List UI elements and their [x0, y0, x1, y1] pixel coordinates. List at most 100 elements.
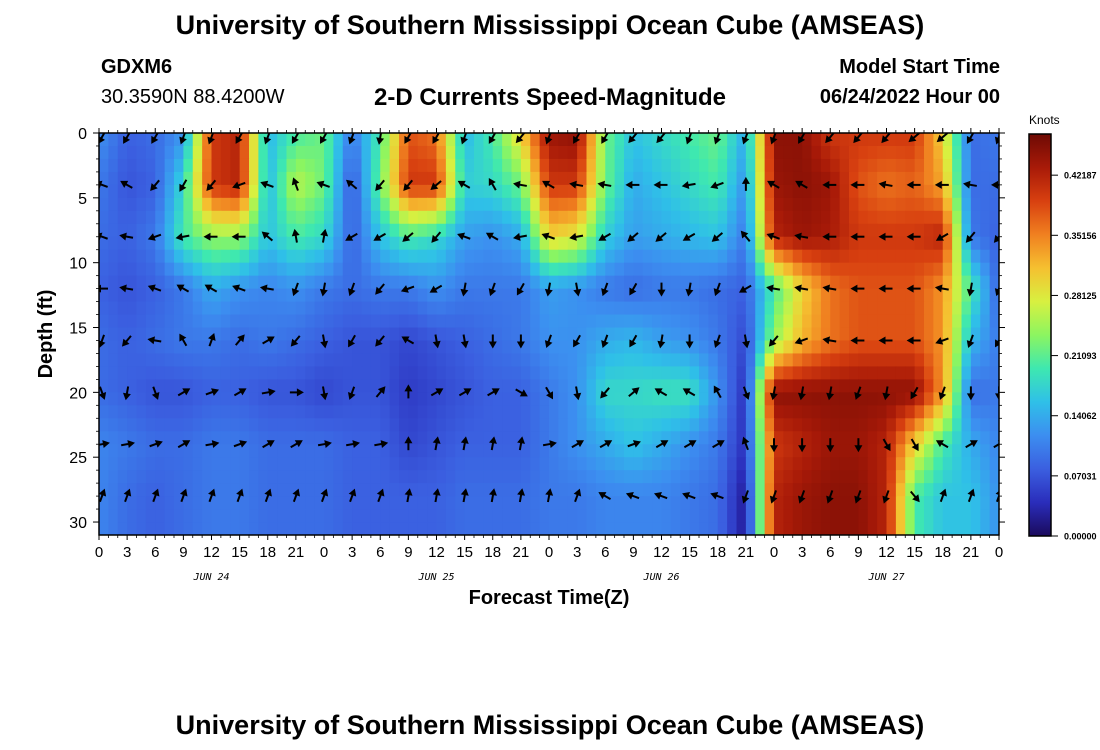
heatmap-cell [830, 275, 841, 290]
heatmap-cell [933, 327, 944, 342]
heatmap-cell [839, 249, 850, 264]
heatmap-cell [924, 353, 934, 368]
heatmap-cell [811, 145, 822, 160]
heatmap-cell [417, 379, 428, 393]
heatmap-cell [399, 327, 409, 342]
heatmap-cell [436, 184, 447, 199]
heatmap-cell [314, 366, 325, 380]
heatmap-cell [408, 340, 419, 355]
heatmap-cell [989, 314, 999, 329]
heatmap-cell [708, 262, 719, 277]
heatmap-cell [811, 223, 822, 238]
heatmap-cell [192, 483, 203, 497]
heatmap-cell [136, 353, 147, 368]
heatmap-cell [820, 444, 831, 458]
heatmap-cell [211, 262, 222, 277]
heatmap-cell [595, 275, 606, 290]
heatmap-cell [502, 379, 513, 393]
heatmap-cell [192, 133, 203, 147]
current-arrow [768, 335, 779, 347]
heatmap-cell [642, 431, 653, 445]
heatmap-cell [389, 197, 400, 212]
heatmap-cell [858, 301, 869, 316]
date-label: JUN 25 [417, 572, 454, 583]
heatmap-cell [689, 353, 700, 368]
heatmap-cell [239, 457, 250, 471]
heatmap-cell [858, 133, 869, 147]
heatmap-cell [652, 262, 663, 277]
heatmap-cell [802, 418, 813, 432]
heatmap-cell [436, 301, 447, 316]
heatmap-cell [774, 184, 784, 199]
heatmap-cell [549, 197, 559, 212]
heatmap-cell [774, 171, 784, 186]
heatmap-cell [942, 340, 953, 355]
heatmap-cell [183, 405, 194, 419]
heatmap-cell [539, 483, 550, 497]
heatmap-cell [905, 340, 916, 355]
heatmap-cell [174, 483, 184, 497]
heatmap-cell [108, 392, 119, 406]
heatmap-cell [389, 288, 400, 303]
heatmap-cell [708, 133, 719, 147]
heatmap-cell [145, 301, 156, 316]
heatmap-cell [258, 431, 269, 445]
heatmap-cell [755, 405, 766, 419]
heatmap-cell [905, 418, 916, 432]
heatmap-cell [539, 158, 550, 173]
heatmap-cell [511, 392, 522, 406]
heatmap-cell [736, 275, 747, 290]
heatmap-cell [136, 197, 147, 212]
heatmap-cell [230, 275, 241, 290]
heatmap-cell [736, 483, 747, 497]
heatmap-cell [417, 509, 428, 523]
heatmap-cell [558, 133, 569, 147]
heatmap-cell [99, 327, 109, 342]
heatmap-cell [745, 133, 756, 147]
heatmap-cell [136, 405, 147, 419]
heatmap-cell [117, 262, 128, 277]
heatmap-cell [755, 418, 766, 432]
heatmap-cell [877, 431, 888, 445]
heatmap-cell [605, 366, 616, 380]
heatmap-cell [286, 392, 297, 406]
heatmap-cell [652, 340, 663, 355]
heatmap-cell [211, 223, 222, 238]
heatmap-cell [305, 444, 316, 458]
heatmap-cell [249, 431, 259, 445]
heatmap-cell [192, 353, 203, 368]
heatmap-cell [633, 184, 644, 199]
heatmap-cell [924, 133, 934, 147]
heatmap-cell [905, 314, 916, 329]
heatmap-cell [820, 197, 831, 212]
heatmap-cell [230, 444, 241, 458]
heatmap-cell [408, 145, 419, 160]
heatmap-cell [117, 405, 128, 419]
heatmap-cell [961, 262, 972, 277]
heatmap-cell [474, 210, 484, 225]
heatmap-cell [877, 145, 888, 160]
heatmap-cell [361, 379, 372, 393]
heatmap-cell [774, 405, 784, 419]
heatmap-cell [764, 483, 775, 497]
heatmap-cell [595, 301, 606, 316]
heatmap-cell [633, 210, 644, 225]
heatmap-cell [783, 301, 794, 316]
heatmap-cell [699, 431, 709, 445]
heatmap-cell [464, 184, 475, 199]
current-arrow [713, 133, 722, 145]
heatmap-cell [380, 366, 391, 380]
heatmap-cell [792, 379, 803, 393]
heatmap-cell [558, 301, 569, 316]
heatmap-cell [549, 275, 559, 290]
heatmap-cell [680, 522, 691, 535]
heatmap-cell [755, 171, 766, 186]
heatmap-cell [661, 379, 672, 393]
heatmap-cell [567, 197, 578, 212]
heatmap-cell [361, 275, 372, 290]
heatmap-cell [820, 184, 831, 199]
heatmap-cell [942, 223, 953, 238]
heatmap-cell [680, 275, 691, 290]
heatmap-cell [820, 496, 831, 510]
heatmap-cell [774, 431, 784, 445]
